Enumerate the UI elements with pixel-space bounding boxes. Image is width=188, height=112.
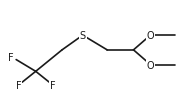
Text: O: O <box>147 31 154 41</box>
Text: S: S <box>80 31 86 41</box>
Text: F: F <box>8 52 14 62</box>
Text: F: F <box>50 80 55 90</box>
Text: F: F <box>16 80 22 90</box>
Text: O: O <box>147 60 154 70</box>
